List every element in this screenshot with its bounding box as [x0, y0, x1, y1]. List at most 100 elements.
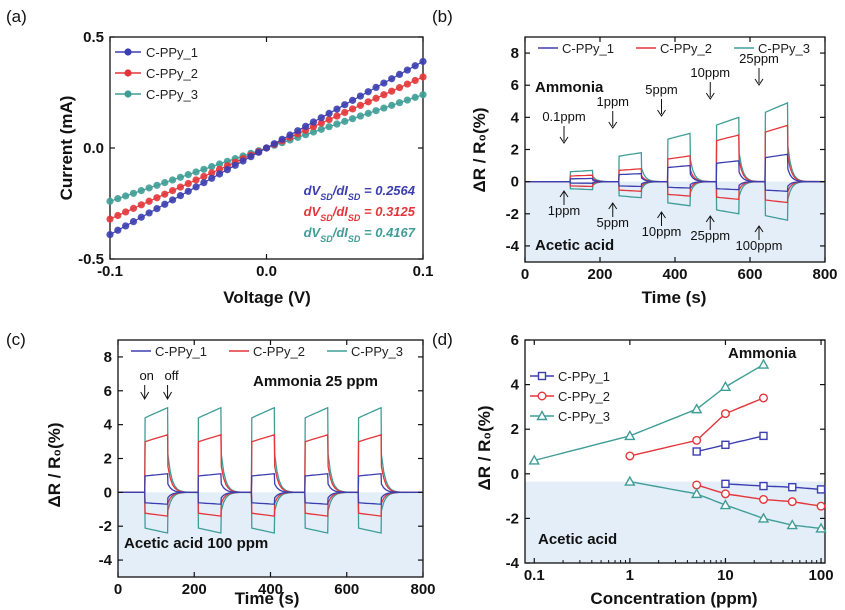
data-point	[348, 105, 357, 113]
data-point-square	[721, 479, 730, 489]
arrow-head	[608, 202, 618, 210]
data-point	[153, 194, 161, 202]
data-point-circle	[758, 494, 768, 504]
y-tick-label: -2	[506, 510, 519, 527]
data-point	[208, 169, 216, 177]
panel-b-plot-area	[524, 36, 826, 263]
legend-label: C-PPy_2	[146, 66, 198, 81]
panel-c-ylabel: ΔR / R₀(%)	[45, 422, 64, 507]
panel-a-ticks: -0.1 0.0 0.1 -0.5 0.0 0.5	[78, 29, 433, 280]
arrow-head	[608, 121, 618, 129]
data-point	[153, 181, 161, 189]
legend-marker	[124, 48, 132, 56]
data-point-square	[816, 485, 826, 494]
panel-b-ylabel: ΔR / R₀(%)	[470, 107, 489, 192]
response-trace-neg	[525, 180, 826, 192]
annotation-sub: SD	[348, 213, 361, 223]
data-point-triangle	[719, 380, 732, 392]
x-tick-label: 800	[410, 581, 435, 598]
y-tick-label: -4	[506, 555, 520, 572]
data-point	[395, 70, 404, 79]
data-point	[356, 101, 364, 109]
data-point	[215, 170, 224, 178]
data-point	[161, 200, 169, 208]
panel-d-acetic-label: Acetic acid	[538, 531, 617, 548]
data-point	[106, 197, 114, 205]
acetic-region-shade	[525, 481, 825, 563]
data-point-circle	[692, 435, 702, 445]
y-tick-label: 6	[511, 332, 519, 349]
annotation-part: dV	[304, 183, 322, 198]
y-tick-label: 2	[104, 451, 112, 468]
data-point	[411, 93, 419, 101]
arrow-head	[705, 92, 715, 100]
data-point	[278, 135, 286, 143]
panel-a-ylabel: Current (mA)	[57, 96, 76, 201]
y-tick-label: 2	[511, 421, 519, 438]
data-point	[114, 226, 122, 234]
data-point	[411, 76, 419, 85]
series-C-PPy_3	[528, 358, 827, 533]
data-point	[161, 190, 169, 198]
annotation-part: = 0.2564	[360, 183, 415, 198]
y-tick-label: 4	[511, 377, 520, 394]
panel-d-plot-area	[524, 339, 827, 564]
data-point	[215, 160, 224, 168]
data-point	[294, 127, 302, 135]
annotation-sub: SD	[320, 192, 333, 202]
legend-label: C-PPy_3	[351, 344, 403, 359]
panel-b-concentration-annotations: 0.1ppm 1ppm 1ppm 5ppm 5ppm 10ppm 10ppm 25ppm 25p…	[542, 51, 782, 253]
y-tick-label: 6	[511, 77, 519, 94]
series-C-PPy_2	[625, 393, 826, 511]
data-point	[380, 104, 388, 112]
data-point	[403, 66, 411, 74]
series-C-PPy_1	[525, 153, 826, 192]
data-point	[348, 115, 357, 123]
data-point	[184, 187, 192, 195]
ammonia-concentration-label: 10ppm	[690, 65, 730, 80]
panel-b-chart: 0 200 400 600 800 -4 -2 0 2 4 6 8 Time (s) ΔR / R₀(…	[470, 36, 838, 307]
arrow-head	[140, 391, 150, 401]
data-point	[286, 131, 294, 139]
data-point	[356, 92, 364, 100]
data-point	[348, 96, 357, 104]
data-point	[176, 183, 185, 191]
panel-d-legend: C-PPy_1 C-PPy_2 C-PPy_3	[530, 369, 610, 424]
panel-a-plot-area	[106, 36, 427, 260]
data-point	[239, 157, 247, 165]
panel-b-legend: C-PPy_1 C-PPy_2 C-PPy_3	[538, 41, 810, 56]
slope-annotation: dVSD/dISD = 0.4167	[304, 225, 416, 244]
data-point	[270, 140, 278, 148]
data-point	[388, 87, 396, 95]
x-tick-label: 10	[717, 567, 734, 584]
acetic-concentration-label: 25ppm	[690, 228, 730, 243]
panel-d-xlabel: Concentration (ppm)	[590, 589, 757, 608]
annotation-part: dV	[304, 225, 322, 240]
panel-d-ylabel: ΔR / R₀(%)	[475, 405, 494, 490]
data-point	[317, 114, 325, 122]
y-tick-label: 2	[511, 142, 519, 159]
panel-d-chart: 0.1 1 10 100 -4 -2 0 2 4 6 Concentration (ppm) ΔR…	[475, 332, 834, 608]
x-tick-label: -0.1	[97, 263, 123, 280]
y-tick-label: 8	[511, 45, 519, 62]
panel-b-xlabel: Time (s)	[642, 288, 707, 307]
legend-marker	[124, 69, 132, 77]
data-point	[403, 96, 411, 104]
x-tick-label: 600	[334, 581, 359, 598]
data-point	[106, 215, 114, 223]
arrow-head	[657, 109, 666, 117]
data-point-triangle	[719, 499, 732, 510]
data-point-triangle	[690, 403, 703, 414]
panel-c-ammonia-label: Ammonia 25 ppm	[253, 373, 378, 390]
data-point-circle	[625, 451, 635, 461]
annotation-part: /dI	[332, 183, 349, 198]
data-point-circle	[758, 393, 768, 403]
data-point-triangle	[786, 519, 798, 530]
data-point	[333, 112, 341, 120]
data-point	[169, 176, 177, 184]
x-tick-label: 400	[258, 581, 283, 598]
arrow-head	[657, 211, 666, 219]
data-point	[161, 179, 169, 187]
data-point-square	[759, 481, 768, 491]
data-point	[192, 183, 200, 191]
